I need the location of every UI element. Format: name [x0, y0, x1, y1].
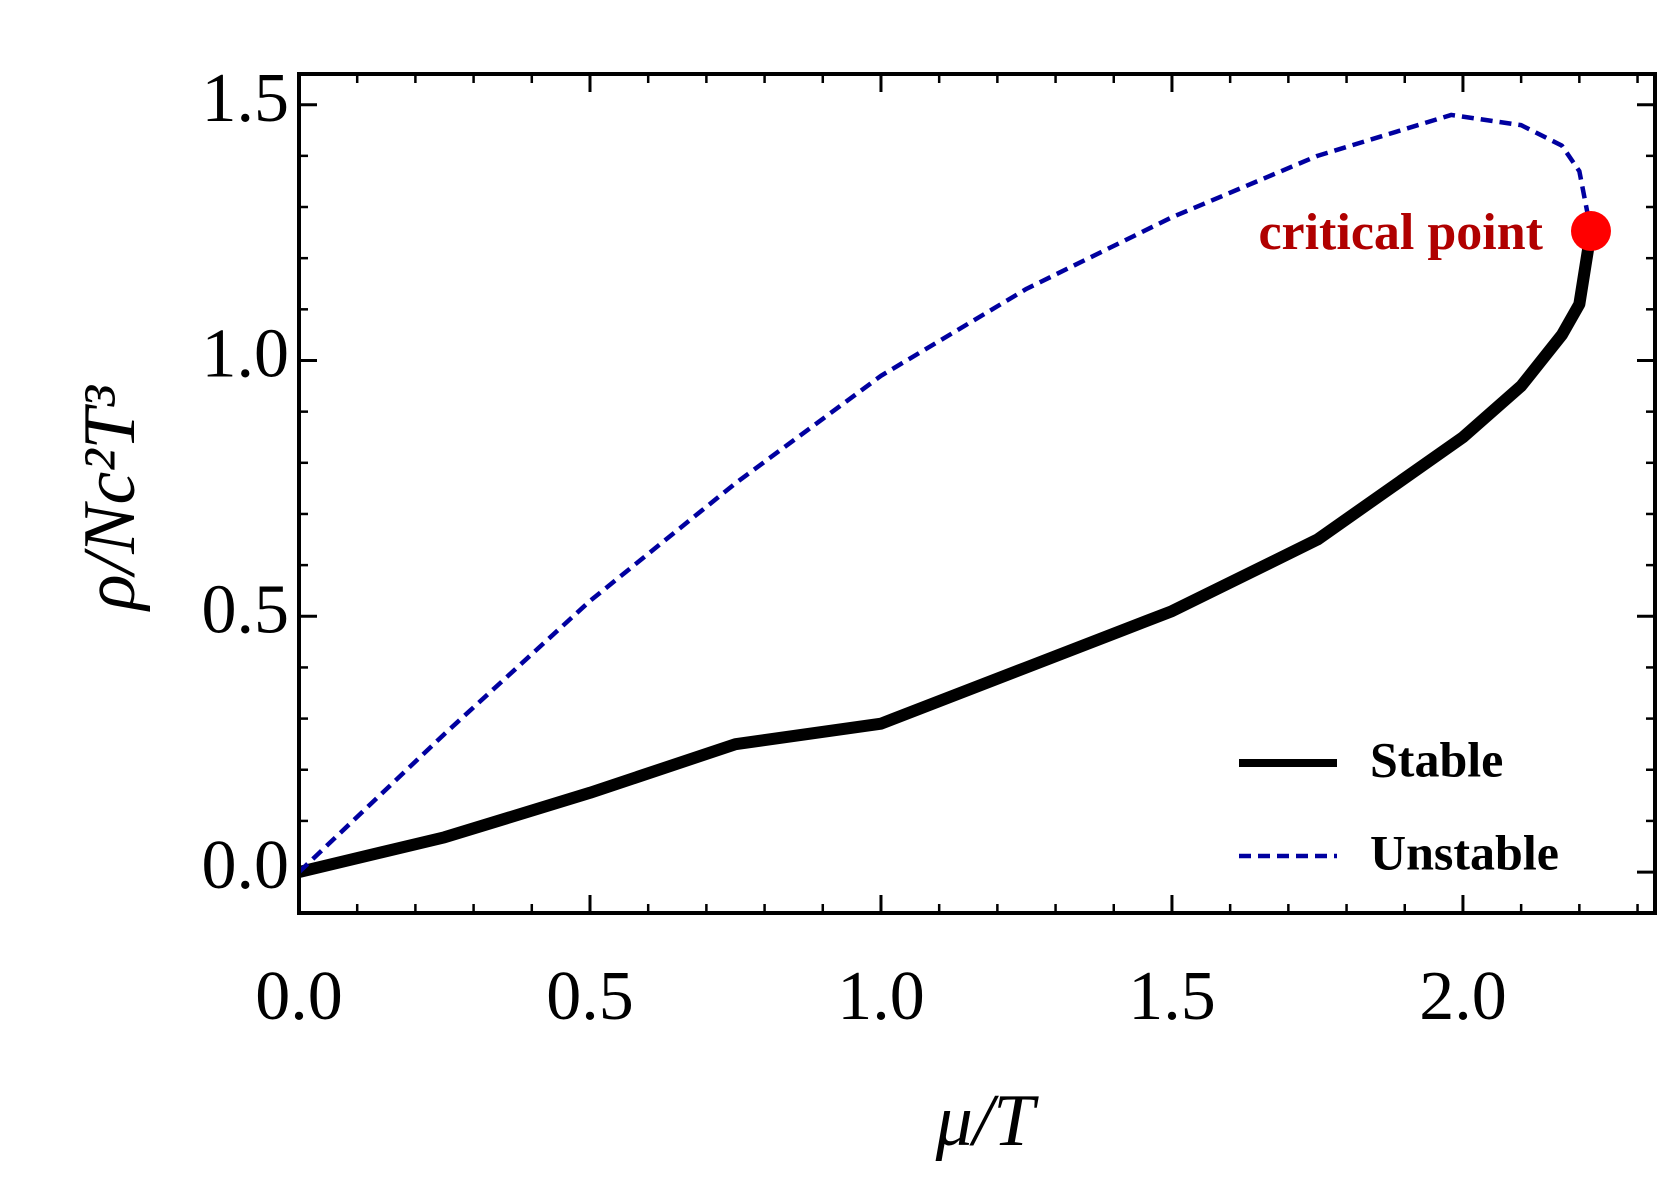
y-tick-label: 1.5 — [202, 60, 290, 137]
annotation: critical point — [1258, 204, 1543, 261]
critical-point — [1570, 211, 1611, 252]
y-tick-label: 1.0 — [202, 316, 290, 393]
series-line — [297, 230, 1597, 878]
x-tick-label: 0.0 — [255, 958, 343, 1035]
x-axis-label: μ/T — [935, 1080, 1040, 1162]
plot-frame — [297, 72, 1657, 915]
x-tick-label: 1.0 — [837, 958, 925, 1035]
y-axis-label: ρ/Nc²T³ — [69, 384, 151, 612]
series-line — [297, 112, 1594, 874]
x-tick-label: 0.5 — [546, 958, 634, 1035]
x-tick-label: 2.0 — [1419, 958, 1507, 1035]
y-tick-label: 0.5 — [202, 571, 290, 648]
legend-label: Stable — [1370, 731, 1503, 787]
y-tick-label: 0.0 — [202, 827, 290, 904]
x-tick-label: 1.5 — [1128, 958, 1216, 1035]
legend-label: Unstable — [1370, 824, 1559, 880]
